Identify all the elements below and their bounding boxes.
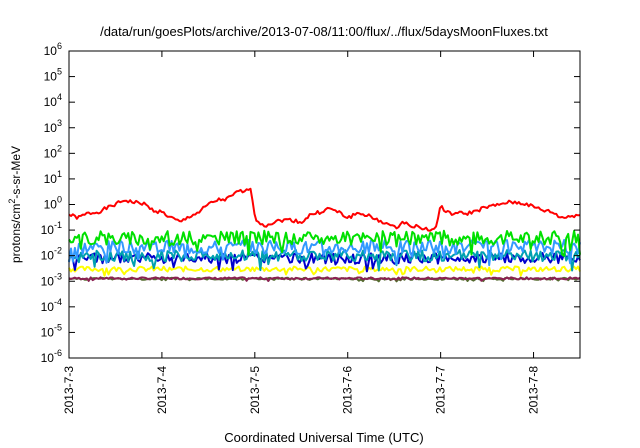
y-tick-label: 100 [44,195,62,212]
x-axis: 2013-7-3 2013-7-4 2013-7-5 2013-7-6 2013-7-7… [62,51,541,414]
x-tick-label: 2013-7-8 [527,366,541,414]
series-line [68,265,581,277]
series-line [68,229,581,257]
y-tick-label: 105 [44,67,62,84]
y-axis-label-sup: 2 [7,199,17,204]
y-axis-label-post: -s-sr-MeV [9,146,23,199]
y-axis-label: protons/cm2-s-sr-MeV [7,146,23,263]
chart-title: /data/run/goesPlots/archive/2013-07-08/1… [100,24,548,39]
x-tick-label: 2013-7-4 [155,366,169,414]
y-tick-label: 10-1 [41,220,62,237]
x-tick-label: 2013-7-6 [341,366,355,414]
y-tick-label: 106 [44,41,62,58]
x-axis-label: Coordinated Universal Time (UTC) [224,430,423,445]
y-axis: 10-6 10-5 10-4 10-3 10-2 10-1 100 101 102 103 104 1… [41,41,580,365]
series-line [68,187,581,232]
x-tick-label: 2013-7-7 [434,366,448,414]
y-tick-label: 10-2 [41,246,62,263]
series-line [68,248,581,272]
series-layer [68,187,581,283]
y-tick-label: 10-5 [41,322,62,339]
y-tick-label: 103 [44,118,62,135]
y-tick-label: 104 [44,92,62,109]
x-tick-label: 2013-7-5 [248,366,262,414]
x-tick-label: 2013-7-3 [62,366,76,414]
y-tick-label: 10-4 [41,297,62,314]
y-axis-label-pre: protons/cm [9,204,23,263]
y-tick-label: 10-6 [41,348,62,365]
y-tick-label: 101 [44,169,62,186]
series-line [68,276,581,282]
y-tick-label: 10-3 [41,271,62,288]
y-tick-label: 102 [44,143,62,160]
